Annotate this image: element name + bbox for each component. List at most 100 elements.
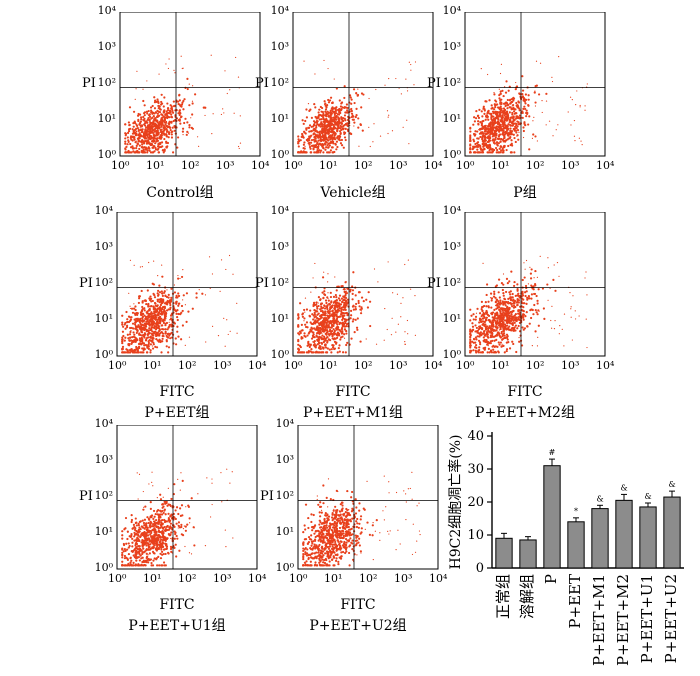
cell-event [495, 100, 497, 102]
cell-event [147, 139, 149, 141]
cell-event [579, 138, 580, 139]
cell-event [144, 326, 146, 328]
cell-event [512, 302, 514, 304]
cell-event [165, 553, 167, 555]
cell-event [506, 322, 508, 324]
cell-event [336, 137, 338, 139]
cell-event [532, 313, 534, 315]
cell-event [469, 309, 471, 311]
cell-event [344, 111, 346, 113]
cell-event [147, 147, 149, 149]
cell-event [340, 118, 342, 120]
cell-event [352, 318, 354, 320]
cell-event [547, 257, 548, 258]
cell-event [345, 300, 347, 302]
cell-event [134, 351, 136, 353]
cell-event [506, 278, 508, 280]
cell-event [477, 115, 479, 117]
cell-event [388, 115, 389, 116]
cell-event [529, 323, 531, 325]
cell-event [493, 149, 495, 151]
cell-event [345, 330, 347, 332]
cell-event [490, 327, 492, 329]
cell-event [329, 339, 331, 341]
cell-event [154, 303, 156, 305]
cell-event [166, 102, 168, 104]
cell-event [330, 301, 332, 303]
cell-event [352, 271, 354, 273]
cell-event [502, 122, 504, 124]
cell-event [469, 134, 471, 136]
cell-event [323, 305, 325, 307]
cell-event [229, 89, 230, 90]
cell-event [404, 331, 405, 332]
cell-event [164, 290, 166, 292]
cell-event [479, 136, 481, 138]
cell-event [350, 108, 352, 110]
cell-event [321, 145, 323, 147]
cell-event [326, 332, 328, 334]
cell-event [152, 345, 153, 346]
cell-event [535, 85, 537, 87]
cell-event [318, 351, 320, 353]
cell-event [128, 130, 130, 132]
cell-event [533, 304, 535, 306]
cell-event [159, 108, 161, 110]
cell-event [199, 289, 200, 290]
cell-event [334, 314, 336, 316]
cell-event [513, 137, 515, 139]
cell-event [574, 140, 575, 141]
cell-event [181, 305, 183, 307]
cell-event [470, 315, 472, 317]
cell-event [482, 317, 484, 319]
cell-event [503, 124, 505, 126]
cell-event [530, 309, 532, 311]
cell-event [297, 151, 299, 153]
cell-event [128, 321, 130, 323]
cell-event [303, 123, 305, 125]
cell-event [318, 111, 320, 113]
cell-event [502, 321, 504, 323]
cell-event [122, 326, 124, 328]
y-axis-label: PI [82, 76, 96, 91]
cell-event [518, 123, 520, 125]
cell-event [161, 265, 162, 266]
cell-event [185, 304, 186, 305]
cell-event [318, 338, 320, 340]
cell-event [179, 123, 181, 125]
cell-event [477, 151, 479, 153]
cell-event [139, 321, 141, 323]
cell-event [146, 320, 148, 322]
cell-event [509, 137, 511, 139]
cell-event [129, 106, 131, 108]
cell-event [198, 146, 199, 147]
cell-event [163, 111, 165, 113]
cell-event [167, 142, 169, 144]
cell-event [568, 111, 569, 112]
cell-event [353, 122, 355, 124]
cell-event [494, 313, 496, 315]
cell-event [136, 145, 138, 147]
cell-event [342, 325, 344, 327]
cell-event [479, 341, 481, 343]
cell-event [166, 309, 168, 311]
cell-event [157, 140, 159, 142]
cell-event [351, 113, 353, 115]
cell-event [162, 503, 164, 505]
cell-event [185, 526, 187, 528]
cell-event [168, 534, 170, 536]
cell-event [326, 340, 328, 342]
cell-event [328, 143, 330, 145]
cell-event [488, 345, 489, 346]
cell-event [121, 315, 123, 317]
cell-event [339, 350, 341, 352]
cell-event [312, 332, 313, 333]
cell-event [309, 148, 311, 150]
cell-event [320, 331, 322, 333]
cell-event [401, 93, 402, 94]
cell-event [320, 302, 322, 304]
cell-event [131, 550, 133, 552]
cell-event [558, 56, 559, 57]
cell-event [536, 311, 538, 313]
cell-event [143, 123, 145, 125]
